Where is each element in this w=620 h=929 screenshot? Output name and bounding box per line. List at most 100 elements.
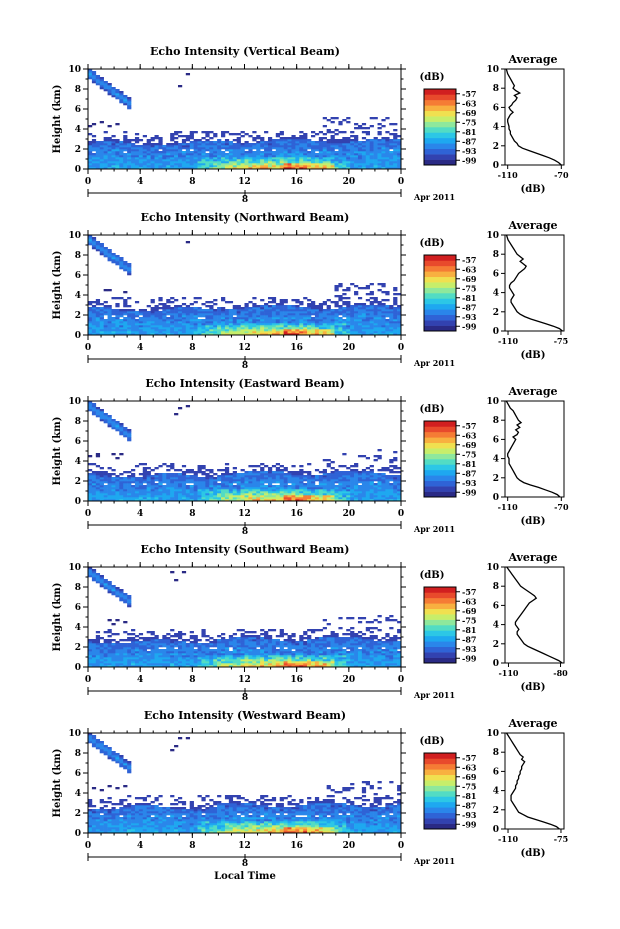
heatmap-cell [346,329,351,332]
heatmap-cell [342,485,347,488]
heatmap-cell [166,319,171,322]
heatmap-cell [322,483,327,486]
heatmap-cell [185,649,191,652]
heatmap-cell [228,167,234,170]
heatmap-cell [221,309,226,312]
heatmap-cell [115,633,120,636]
heatmap-cell [240,493,245,496]
heatmap-cell [338,155,343,158]
heatmap-cell [119,491,124,494]
heatmap-cell [291,479,296,482]
heatmap-cell [350,305,355,308]
heatmap-cell [91,147,97,150]
colorbar-tick-label: -99 [462,321,477,331]
heatmap-cell [342,465,347,468]
heatmap-cell [291,147,296,150]
heatmap-cell [146,651,151,654]
heatmap-cell [385,291,390,294]
heatmap-cell [279,323,284,326]
heatmap-cell [311,481,316,484]
heatmap-cell [369,293,374,296]
heatmap-cell [99,79,104,82]
heatmap-cell [209,489,214,492]
heatmap-cell [397,491,402,494]
heatmap-cell [357,487,363,490]
heatmap-cell [271,317,277,320]
heatmap-cell [326,161,331,164]
heatmap-cell [311,313,316,316]
heatmap-cell [217,329,222,332]
heatmap-cell [217,143,222,146]
heatmap-cell [373,327,378,330]
heatmap-cell [123,639,128,642]
heatmap-cell [185,497,191,500]
heatmap-cell [232,307,237,310]
heatmap-cell [115,487,120,490]
heatmap-cell [373,137,378,140]
heatmap-cell [131,657,136,660]
heatmap-cell [248,327,253,330]
heatmap-cell [99,147,104,150]
heatmap-cell [389,485,394,488]
heatmap-cell [299,477,304,480]
heatmap-cell [193,321,198,324]
heatmap-cell [170,651,175,654]
heatmap-cell [99,251,104,254]
heatmap-cell [119,665,124,668]
heatmap-cell [232,497,237,500]
heatmap-cell [393,289,398,292]
heatmap-cell [365,457,370,460]
heatmap-cell [342,163,347,166]
heatmap-cell [346,323,351,326]
heatmap-cell [236,481,241,484]
heatmap-cell [123,491,128,494]
heatmap-cell [95,475,101,478]
heatmap-cell [377,283,382,286]
heatmap-cell [91,571,97,574]
heatmap-cell [307,327,312,330]
heatmap-cell [291,491,296,494]
profile-line [505,68,562,166]
y-tick-label: 0 [75,331,81,341]
heatmap-cell [291,473,296,476]
heatmap-cell [365,315,370,318]
heatmap-cell [189,327,194,330]
heatmap-cell [228,151,234,154]
heatmap-cell [381,283,386,286]
heatmap-cell [111,145,116,148]
heatmap-cell [181,313,187,316]
heatmap-cell [397,321,402,324]
heatmap-cell [201,489,206,492]
heatmap-cell [232,151,237,154]
profile-frame [504,68,565,166]
heatmap-cell [314,327,320,330]
heatmap-cell [181,327,187,330]
heatmap-cell [244,311,249,314]
heatmap-cell [342,487,347,490]
heatmap-cell [181,317,187,320]
heatmap-cell [228,159,234,162]
heatmap-cell [377,483,382,486]
heatmap-cell [267,159,273,162]
heatmap-cell [295,163,300,166]
heatmap-cell [303,167,308,170]
heatmap-cell [107,327,112,330]
heatmap-cell [275,469,281,472]
heatmap-cell [181,645,187,648]
heatmap-cell [264,481,269,484]
heatmap-cell [365,497,370,500]
heatmap-cell [397,471,402,474]
heatmap-cell [177,315,183,318]
heatmap-cell [201,303,206,306]
heatmap-cell [103,645,108,648]
heatmap-cell [119,591,124,594]
heatmap-cell [264,321,269,324]
heatmap-cell [115,665,120,668]
heatmap-cell [134,157,140,160]
heatmap-cell [389,133,394,136]
heatmap-cell [123,655,128,658]
panel-title: Echo Intensity (Vertical Beam) [150,45,340,58]
heatmap-cell [146,663,151,666]
heatmap-cell [291,157,296,160]
heatmap-cell [177,331,183,334]
